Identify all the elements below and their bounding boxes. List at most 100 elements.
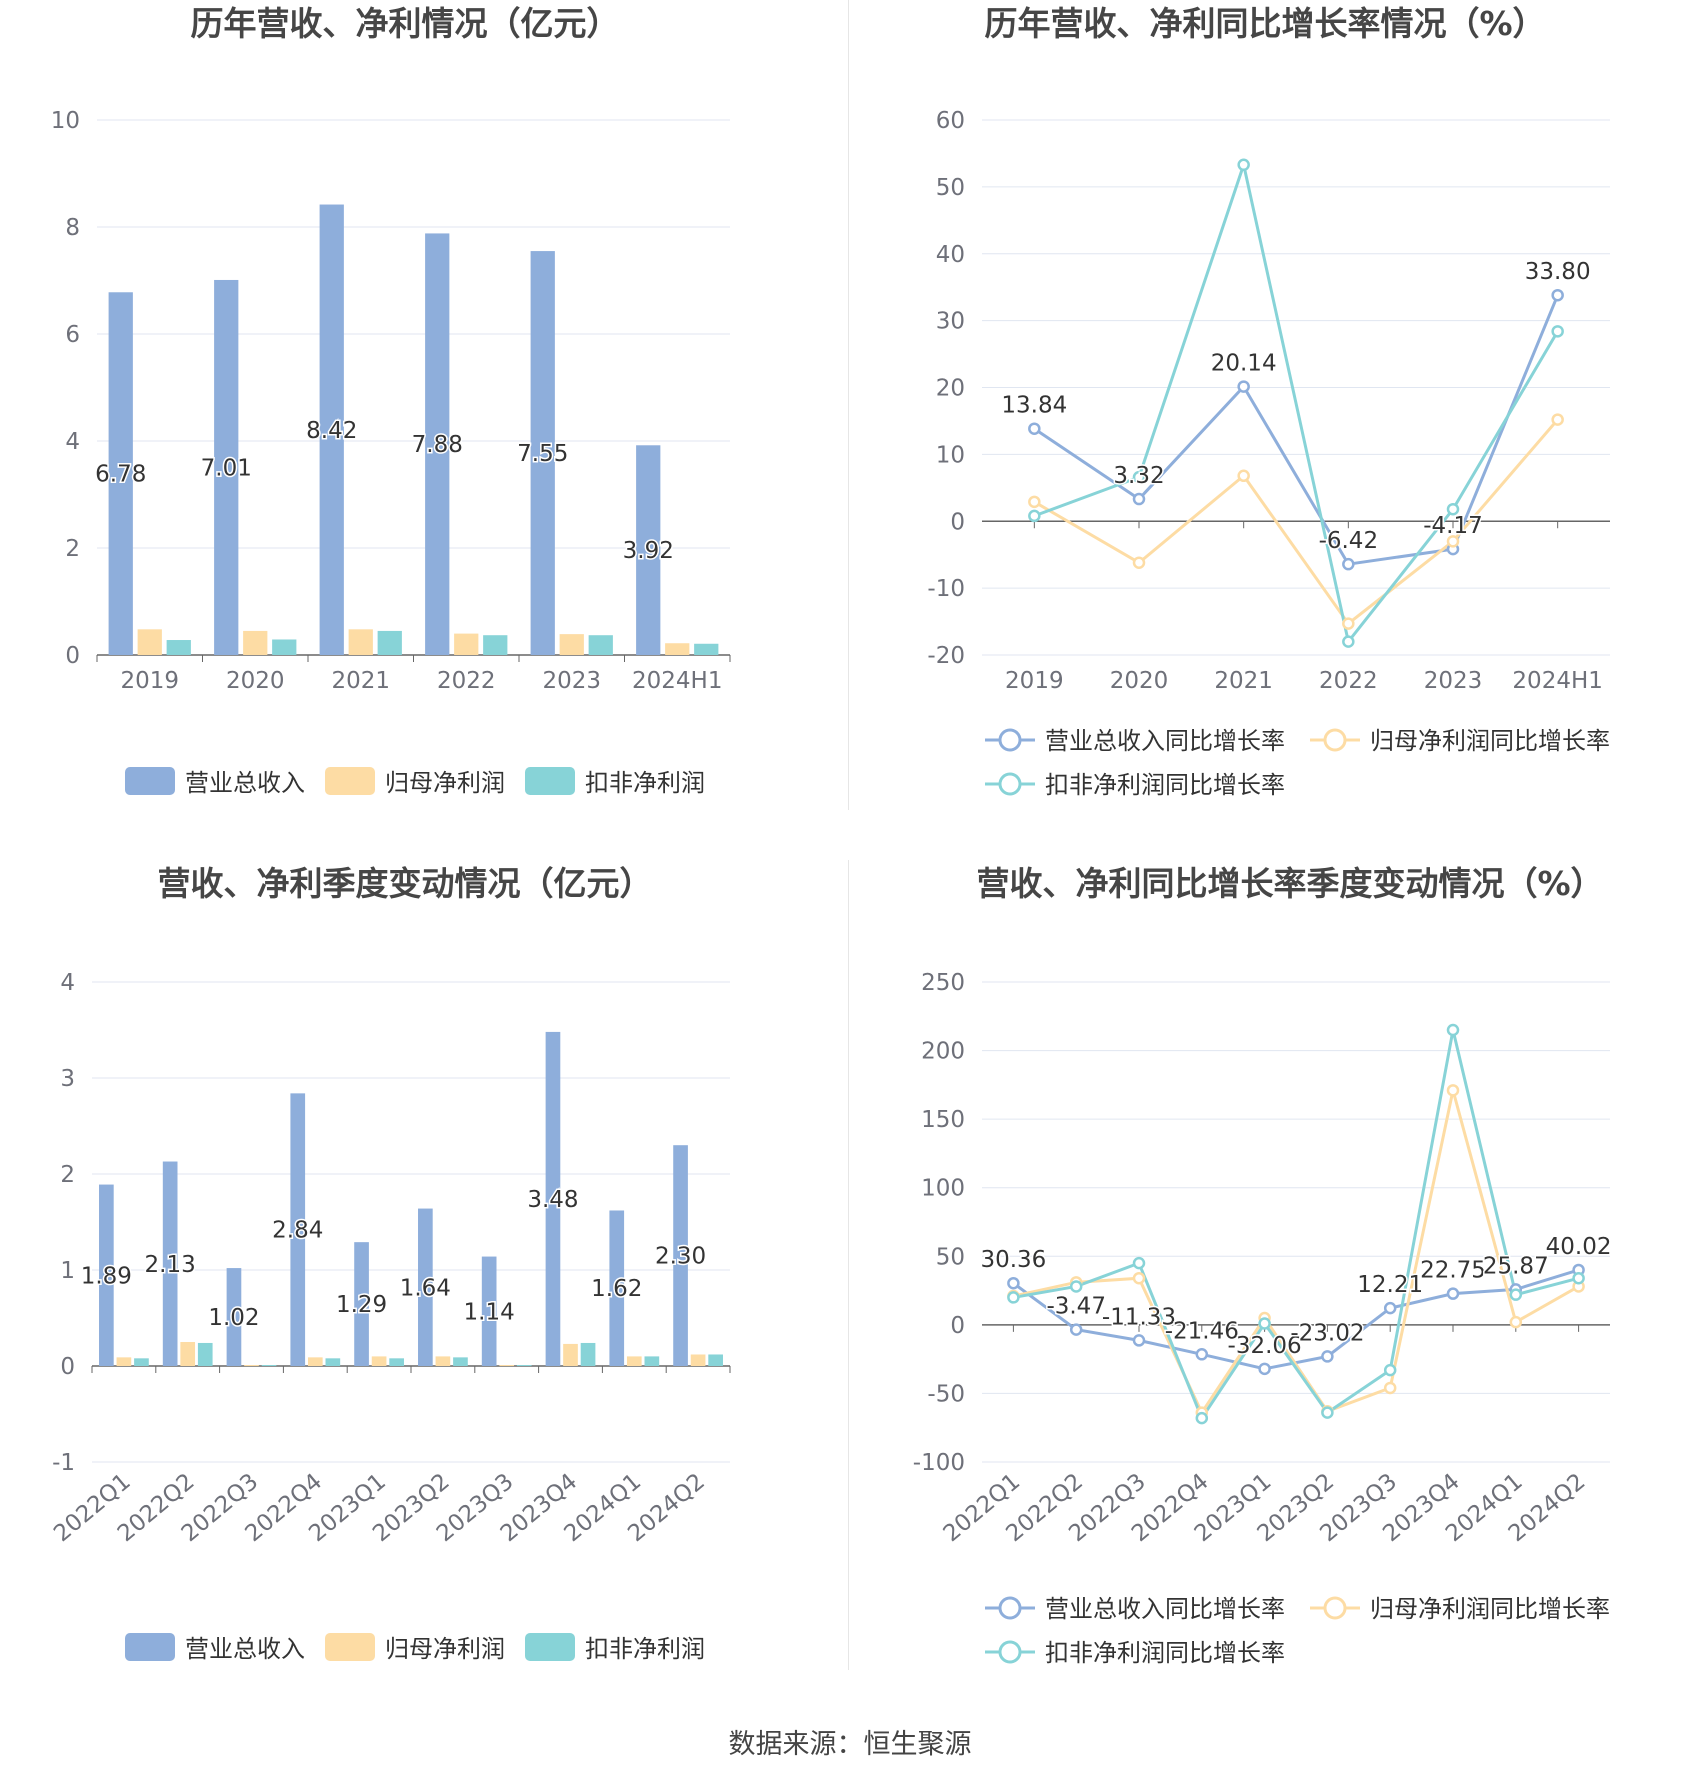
y-tick-label: 8 (65, 215, 80, 241)
legend-label: 扣非净利润同比增长率 (1045, 1639, 1285, 1667)
bar-net_profit (559, 634, 584, 655)
point-revenue (1069, 1323, 1083, 1336)
chart-title: 历年营收、净利情况（亿元） (191, 4, 620, 43)
bar-net_profit (371, 1356, 387, 1366)
point-deducted_profit (1132, 1256, 1146, 1270)
legend-marker (998, 1640, 1022, 1664)
chart-title: 历年营收、净利同比增长率情况（%） (984, 4, 1545, 43)
bar-deducted_profit (453, 1357, 468, 1366)
bar-data-label: 8.42 (306, 418, 357, 444)
bar-revenue (481, 1256, 497, 1366)
bar-net_profit (243, 630, 268, 655)
annual-growth-rate-svg: 历年营收、净利同比增长率情况（%） -20 -10 0 10 20 30 40 50 60 2019… (927, 4, 1610, 799)
x-tick-label: 2022 (437, 668, 496, 694)
point-revenue (1195, 1348, 1209, 1361)
point-deducted_profit (1321, 1406, 1334, 1419)
point-revenue (1258, 1362, 1271, 1376)
y-tick-label: 60 (936, 108, 965, 134)
point-deducted_profit (1383, 1363, 1397, 1377)
legend-marker (998, 1596, 1022, 1620)
bar-deducted_profit (588, 635, 613, 655)
point-deducted_profit (1258, 1317, 1271, 1330)
line-data-label: -21.46 (1165, 1318, 1239, 1344)
annual-revenue-profit-chart: 历年营收、净利情况（亿元） 0 2 4 6 8 10 2019 2020 2021 2022 2023… (0, 0, 848, 840)
legend-label: 营业总收入 (185, 1635, 305, 1663)
x-tick-label: 2021 (331, 668, 390, 694)
line-data-label: 3.32 (1113, 463, 1164, 489)
bar-data-label: 2.30 (655, 1244, 706, 1270)
point-deducted_profit (1509, 1288, 1523, 1301)
series-line-net_profit (1033, 418, 1559, 626)
y-tick-label: 30 (936, 309, 965, 335)
bar-deducted_profit (166, 640, 191, 655)
bar-net_profit (244, 1365, 259, 1367)
y-tick-label: 0 (950, 1313, 965, 1339)
legend-label: 营业总收入 (185, 769, 305, 797)
bar-deducted_profit (272, 639, 297, 655)
bar-revenue (99, 1184, 114, 1366)
chart-title: 营收、净利季度变动情况（亿元） (158, 864, 653, 903)
bar-deducted_profit (197, 1342, 213, 1366)
x-tick-label: 2019 (120, 668, 179, 694)
point-revenue (1132, 1334, 1146, 1347)
bar-revenue (214, 279, 239, 655)
line-data-label: 33.80 (1525, 259, 1591, 285)
bar-deducted_profit (325, 1358, 341, 1366)
x-tick-label: 2023 (542, 668, 601, 694)
bar-deducted_profit (694, 643, 719, 655)
series-line-deducted_profit (1033, 159, 1559, 646)
point-deducted_profit (1069, 1280, 1083, 1293)
point-revenue (1237, 380, 1250, 393)
point-deducted_profit (1132, 470, 1146, 484)
bar-net_profit (307, 1357, 323, 1366)
line-data-label: -3.47 (1046, 1294, 1106, 1320)
bar-data-label: 7.55 (517, 441, 568, 467)
legend-marker (1323, 728, 1347, 752)
point-net_profit (1342, 617, 1355, 630)
bar-revenue (530, 251, 555, 655)
y-tick-label: 50 (936, 175, 965, 201)
y-tick-label: 6 (65, 322, 80, 348)
bar-data-label: 2.13 (145, 1252, 196, 1278)
point-deducted_profit (1446, 502, 1460, 516)
line-data-label: -32.06 (1228, 1333, 1302, 1359)
point-deducted_profit (1551, 325, 1564, 338)
point-net_profit (1446, 535, 1460, 548)
quarterly-revenue-profit-chart: 营收、净利季度变动情况（亿元） -1 0 1 2 3 4 2022Q1 2022Q2 2022Q3… (0, 860, 848, 1700)
bar-revenue (290, 1093, 306, 1366)
legend-swatch (125, 767, 175, 795)
y-tick-label: 40 (936, 242, 965, 268)
legend-label: 扣非净利润 (585, 1635, 705, 1663)
bar-deducted_profit (483, 635, 508, 655)
bar-data-label: 7.88 (412, 432, 463, 458)
legend-label: 营业总收入同比增长率 (1045, 727, 1285, 755)
point-revenue (1132, 492, 1146, 506)
point-net_profit (1028, 495, 1041, 509)
bar-deducted_profit (708, 1354, 723, 1366)
bar-revenue (162, 1161, 178, 1366)
bar-deducted_profit (644, 1356, 660, 1366)
data-source: 数据来源：恒生聚源 (728, 1729, 972, 1760)
legend-label: 扣非净利润 (585, 769, 705, 797)
quarterly-growth-rate-svg: 营收、净利同比增长率季度变动情况（%） -100 -50 0 50 100 150 200 25… (913, 864, 1613, 1667)
y-tick-label: 250 (921, 970, 965, 996)
annual-revenue-profit-svg: 历年营收、净利情况（亿元） 0 2 4 6 8 10 2019 2020 2021 2022 2023… (51, 4, 731, 797)
bar-net_profit (180, 1342, 196, 1366)
bar-data-label: 1.29 (336, 1292, 387, 1318)
point-revenue (1321, 1350, 1334, 1363)
bar-revenue (226, 1268, 242, 1366)
bar-data-label: 2.84 (272, 1218, 323, 1244)
legend-label: 归母净利润 (385, 1635, 505, 1663)
point-deducted_profit (1028, 509, 1041, 523)
bar-deducted_profit (377, 630, 402, 655)
y-tick-label: 0 (65, 643, 80, 669)
point-net_profit (1551, 413, 1564, 426)
bar-data-label: 6.78 (95, 462, 146, 488)
point-revenue (1028, 422, 1041, 435)
y-tick-label: -100 (913, 1450, 965, 1476)
line-data-label: 22.75 (1420, 1258, 1486, 1284)
bar-revenue (545, 1031, 561, 1366)
bar-net_profit (626, 1356, 642, 1366)
x-tick-label: 2021 (1214, 668, 1273, 694)
y-tick-label: 10 (936, 442, 965, 468)
